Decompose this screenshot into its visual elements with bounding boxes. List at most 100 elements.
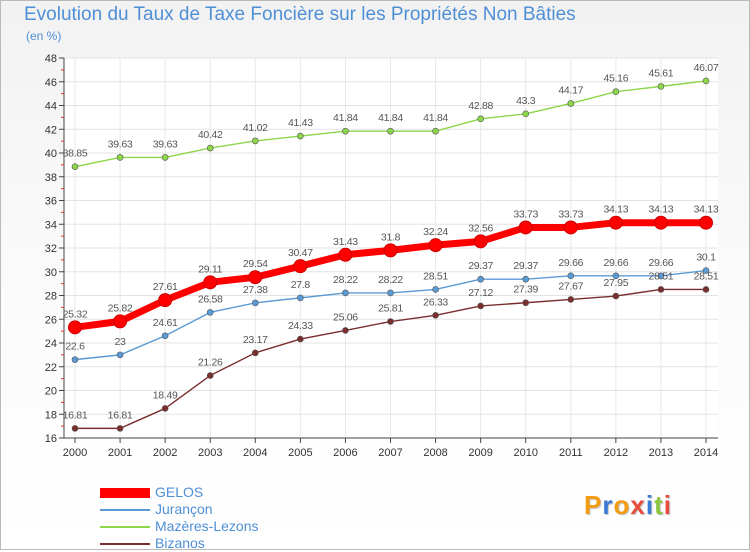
data-point [116, 351, 124, 359]
y-tick-label: 48 [45, 53, 57, 65]
x-tick-label: 2012 [604, 447, 628, 459]
data-label: 29.66 [649, 257, 674, 269]
y-tick-label: 26 [45, 314, 57, 326]
legend-label: Bizanos [155, 535, 205, 551]
y-tick-label: 28 [45, 291, 57, 303]
data-point [113, 314, 128, 329]
data-label: 41.02 [243, 122, 268, 134]
logo-letter: t [654, 490, 664, 520]
data-point [567, 272, 575, 280]
data-label: 26.58 [198, 293, 223, 305]
data-point [702, 77, 710, 85]
data-point [251, 299, 259, 307]
data-label: 27.12 [468, 287, 493, 299]
data-point [116, 154, 124, 161]
legend-label: Mazères-Lezons [155, 518, 259, 534]
data-point [206, 372, 214, 379]
data-label: 29.37 [468, 260, 493, 272]
data-point [383, 243, 398, 258]
data-label: 22.6 [65, 341, 85, 353]
data-point [293, 259, 308, 274]
x-tick-label: 2011 [559, 447, 583, 459]
data-point [387, 289, 394, 297]
data-point [608, 215, 623, 230]
data-label: 25.32 [63, 308, 88, 320]
data-point [161, 332, 169, 340]
y-tick-label: 46 [45, 77, 57, 89]
data-label: 31.8 [381, 231, 401, 243]
legend-swatch [100, 526, 150, 528]
data-label: 29.54 [243, 258, 268, 270]
legend-label: Jurançon [155, 501, 213, 517]
logo-letter: o [613, 490, 631, 520]
data-label: 27.39 [513, 284, 538, 296]
y-tick-label: 16 [45, 433, 57, 445]
logo-letter: x [630, 490, 646, 520]
x-tick-label: 2010 [513, 447, 537, 459]
y-tick-label: 40 [45, 148, 57, 160]
x-tick-label: 2002 [153, 447, 177, 459]
data-label: 32.24 [423, 226, 448, 238]
data-point [432, 312, 439, 319]
data-label: 18.49 [153, 389, 178, 401]
legend-swatch [100, 509, 150, 511]
x-tick-label: 2008 [423, 447, 447, 459]
data-label: 30.47 [288, 247, 313, 259]
y-tick-label: 18 [45, 409, 57, 421]
data-label: 30.1 [696, 252, 716, 264]
data-label: 28.51 [423, 270, 448, 282]
data-point [342, 127, 349, 135]
data-point [161, 154, 169, 161]
legend-swatch [100, 543, 150, 545]
data-point [297, 132, 304, 140]
data-label: 29.37 [513, 260, 538, 272]
data-point [297, 294, 304, 302]
logo-letter: i [663, 490, 672, 520]
data-point [522, 299, 530, 307]
data-point [612, 272, 620, 280]
x-tick-label: 2004 [243, 447, 267, 459]
data-label: 32.56 [468, 222, 493, 234]
data-point [206, 309, 214, 316]
y-tick-label: 44 [45, 101, 57, 113]
data-label: 28.22 [333, 274, 358, 286]
data-point [297, 335, 304, 343]
y-tick-label: 38 [45, 172, 57, 184]
data-point [248, 270, 263, 285]
x-tick-label: 2005 [288, 447, 312, 459]
data-point [522, 110, 530, 118]
data-label: 28.22 [378, 274, 403, 286]
data-label: 41.84 [333, 112, 358, 124]
data-label: 42.88 [468, 100, 493, 112]
data-point [251, 349, 259, 357]
y-tick-label: 20 [45, 386, 57, 398]
x-tick-label: 2006 [333, 447, 357, 459]
data-label: 33.73 [558, 208, 583, 220]
data-point [473, 234, 488, 249]
y-tick-label: 32 [45, 243, 57, 255]
data-label: 27.8 [291, 279, 311, 291]
data-label: 39.63 [108, 138, 133, 150]
data-point [567, 100, 575, 107]
data-point [251, 137, 259, 145]
data-point [71, 356, 79, 363]
data-label: 27.61 [153, 281, 178, 293]
data-point [653, 215, 668, 230]
data-point [657, 272, 665, 280]
data-point [161, 405, 169, 412]
data-label: 34.13 [649, 204, 674, 216]
data-label: 34.13 [603, 204, 628, 216]
data-point [432, 127, 439, 135]
data-label: 45.16 [603, 73, 628, 85]
data-point [71, 163, 79, 170]
data-label: 23 [115, 336, 127, 348]
data-label: 24.61 [153, 317, 178, 329]
x-tick-label: 2009 [468, 447, 492, 459]
data-point [387, 318, 394, 325]
data-point [342, 327, 349, 334]
x-tick-label: 2001 [108, 447, 132, 459]
y-tick-label: 34 [45, 219, 57, 231]
data-point [387, 127, 394, 135]
data-label: 23.17 [243, 334, 268, 346]
data-point [338, 247, 353, 262]
